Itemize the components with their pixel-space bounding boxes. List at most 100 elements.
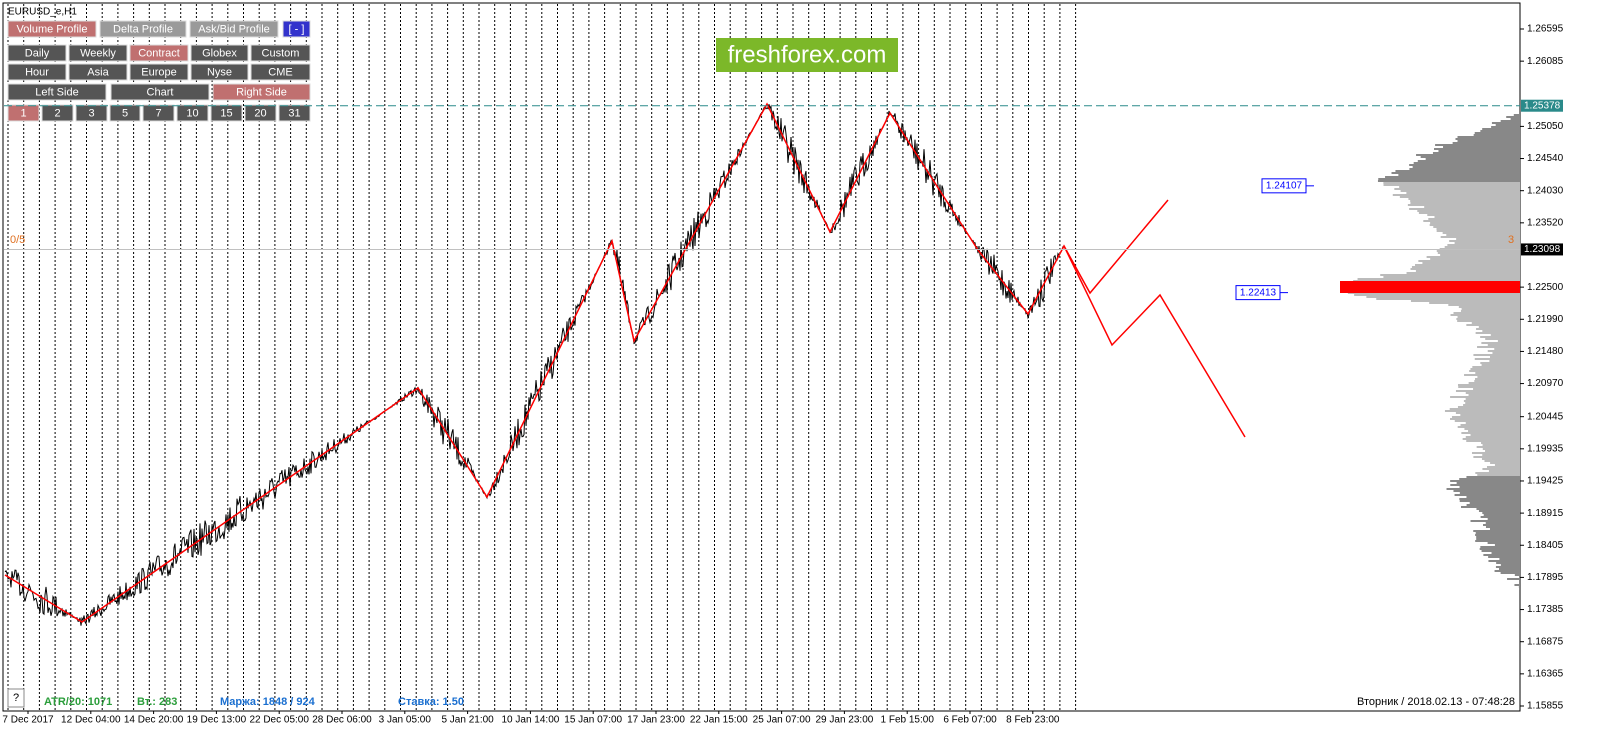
profile-bar: [1483, 554, 1520, 556]
profile-bar: [1490, 356, 1520, 358]
profile-bar: [1499, 558, 1520, 560]
profile-bar: [1455, 412, 1520, 414]
price-label: 1.20970: [1527, 378, 1564, 389]
profile-bar: [1436, 228, 1520, 230]
volume-profile: [1340, 110, 1520, 590]
button[interactable]: [190, 44, 249, 62]
button[interactable]: [212, 83, 311, 101]
profile-bar: [1480, 362, 1520, 364]
button-label: Custom: [262, 47, 300, 59]
time-label: 6 Feb 07:00: [943, 715, 997, 726]
button[interactable]: [7, 20, 97, 38]
button[interactable]: [68, 44, 128, 62]
button[interactable]: [41, 104, 74, 122]
button[interactable]: [244, 104, 277, 122]
button-label: 15: [220, 107, 232, 119]
button[interactable]: [109, 104, 141, 122]
profile-bar: [1454, 494, 1520, 496]
button[interactable]: [7, 104, 40, 122]
vt: Вт.: 283: [137, 696, 177, 708]
button-label: Nyse: [207, 66, 232, 78]
button[interactable]: [110, 83, 210, 101]
profile-bar: [1465, 392, 1520, 394]
time-label: 14 Dec 20:00: [124, 715, 184, 726]
button[interactable]: [7, 83, 107, 101]
button-label: Europe: [141, 66, 176, 78]
profile-bar: [1483, 514, 1520, 516]
button-label: 7: [155, 107, 161, 119]
window-title: EURUSD_e,H1: [8, 7, 77, 18]
button[interactable]: [282, 20, 311, 38]
price-label: 1.18915: [1527, 508, 1564, 519]
profile-bar: [1460, 310, 1520, 312]
profile-bar: [1450, 484, 1520, 486]
button[interactable]: [99, 20, 187, 38]
profile-bar: [1476, 328, 1520, 330]
profile-bar: [1354, 294, 1520, 296]
rate: Ставка: 1.50: [398, 696, 464, 708]
profile-bar: [1415, 264, 1520, 266]
price-label: 1.16875: [1527, 636, 1564, 647]
time-label: 1 Feb 15:00: [881, 715, 935, 726]
profile-bar: [1465, 422, 1520, 424]
profile-bar: [1438, 150, 1520, 152]
button[interactable]: [7, 63, 67, 81]
profile-bar: [1473, 354, 1520, 356]
profile-bar: [1451, 416, 1520, 418]
button[interactable]: [75, 104, 108, 122]
button[interactable]: [176, 104, 209, 122]
profile-bar: [1465, 436, 1520, 438]
button[interactable]: [142, 104, 175, 122]
help-button[interactable]: [7, 688, 25, 708]
button[interactable]: [210, 104, 243, 122]
time-label: 19 Dec 13:00: [187, 715, 247, 726]
profile-bar: [1450, 314, 1520, 316]
profile-bar: [1471, 322, 1520, 324]
profile-bar: [1460, 414, 1520, 416]
profile-bar: [1391, 172, 1520, 174]
profile-bar: [1454, 242, 1520, 244]
profile-bar: [1476, 536, 1520, 538]
profile-bar: [1440, 254, 1520, 256]
button-label: 1: [20, 107, 26, 119]
profile-bar: [1468, 394, 1520, 396]
profile-bar: [1462, 438, 1520, 440]
profile-bar: [1480, 130, 1520, 132]
profile-bar: [1485, 338, 1520, 340]
button[interactable]: [7, 44, 67, 62]
profile-bar: [1454, 420, 1520, 422]
profile-bar: [1480, 546, 1520, 548]
profile-bar: [1450, 480, 1520, 482]
price-label: 1.18405: [1527, 540, 1564, 551]
button[interactable]: [250, 63, 311, 81]
time-label: 15 Jan 07:00: [564, 715, 622, 726]
button[interactable]: [189, 20, 279, 38]
profile-bar: [1433, 226, 1520, 228]
button[interactable]: [68, 63, 128, 81]
profile-bar: [1425, 158, 1520, 160]
button[interactable]: [129, 63, 189, 81]
profile-bar: [1477, 346, 1520, 348]
button[interactable]: [278, 104, 311, 122]
profile-bar: [1417, 210, 1520, 212]
profile-bar: [1494, 570, 1520, 572]
profile-bar: [1497, 340, 1520, 342]
profile-bar: [1519, 110, 1520, 112]
time-label: 22 Dec 05:00: [249, 715, 309, 726]
profile-bar: [1466, 440, 1520, 442]
button[interactable]: [129, 44, 189, 62]
profile-bar: [1434, 148, 1520, 150]
profile-bar: [1459, 500, 1520, 502]
time-label: 22 Jan 15:00: [690, 715, 748, 726]
profile-bar: [1478, 510, 1520, 512]
profile-bar: [1427, 214, 1520, 216]
button[interactable]: [250, 44, 311, 62]
button-label: 31: [288, 107, 300, 119]
profile-bar: [1455, 390, 1520, 392]
profile-bar: [1383, 276, 1520, 278]
watermark-box: [716, 38, 898, 72]
profile-bar: [1481, 364, 1520, 366]
profile-bar: [1457, 320, 1520, 322]
profile-bar: [1448, 304, 1520, 306]
button[interactable]: [190, 63, 249, 81]
